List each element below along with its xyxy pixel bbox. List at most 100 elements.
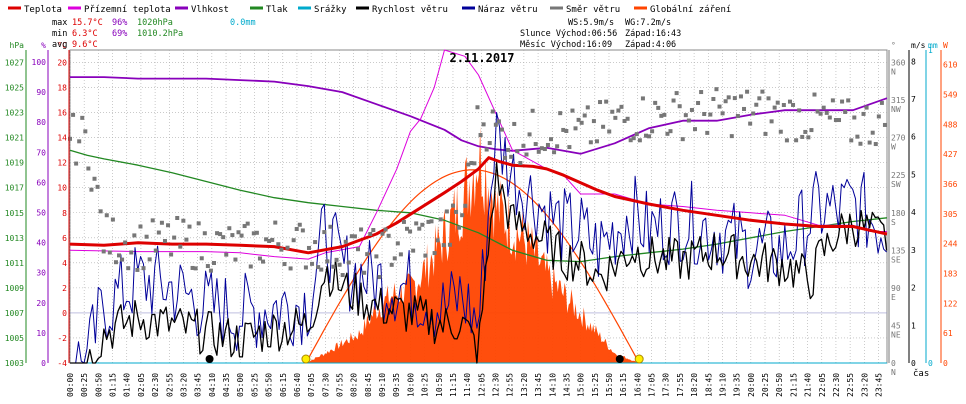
wind-direction-point — [190, 265, 195, 270]
stats-min-hum: 69% — [112, 29, 127, 39]
wind-direction-point — [227, 226, 232, 231]
wind-direction-point — [637, 138, 642, 143]
wind-direction-point — [576, 117, 581, 122]
wind-direction-point — [558, 111, 563, 116]
x-tick-label: 09:35 — [392, 373, 401, 397]
wind-direction-point — [542, 147, 547, 152]
x-tick-label: 03:45 — [194, 373, 203, 397]
wind-direction-point — [68, 136, 72, 141]
wind-direction-point — [849, 138, 854, 143]
wind-direction-point — [310, 261, 315, 266]
wind-direction-point — [306, 245, 311, 250]
dir-compass-label: N — [891, 68, 896, 77]
wind-direction-point — [490, 109, 495, 114]
wind-direction-point — [175, 215, 180, 220]
wind-direction-point — [187, 224, 192, 229]
series-layer — [68, 49, 888, 364]
wind-direction-point — [515, 149, 520, 154]
wind-direction-point — [512, 121, 517, 126]
temp-tick-label: 14 — [57, 134, 67, 143]
dir-compass-label: SW — [891, 180, 901, 189]
legend-label: Směr větru — [566, 5, 620, 15]
wind-direction-point — [585, 105, 590, 110]
pct-tick-label: 70 — [36, 148, 46, 157]
wind-direction-point — [524, 152, 529, 157]
wind-direction-point — [784, 138, 789, 143]
wind-direction-point — [846, 98, 851, 103]
wind-direction-point — [751, 111, 756, 116]
x-tick-label: 01:40 — [123, 373, 132, 397]
x-tick-label: 22:30 — [832, 373, 841, 397]
wind-direction-point — [472, 161, 477, 166]
x-tick-label: 14:35 — [562, 373, 571, 397]
info-moonrise: Měsíc Východ:16:09 — [520, 40, 612, 50]
hpa-tick-label: 1003 — [5, 359, 24, 368]
wind-direction-point — [693, 127, 698, 132]
wind-direction-point — [781, 103, 786, 108]
wind-direction-point — [812, 92, 817, 97]
wind-direction-point — [726, 95, 731, 100]
ground-temp-line — [69, 49, 887, 260]
wind-direction-point — [352, 234, 357, 239]
wind-direction-point — [86, 166, 91, 171]
wind-tick-label: 1 — [911, 321, 916, 330]
wind-direction-point — [162, 239, 167, 244]
wind-direction-point — [123, 240, 128, 245]
wind-direction-point — [873, 142, 878, 147]
info-wind-gust: WG:7.2m/s — [625, 18, 671, 28]
legend-label: Rychlost větru — [372, 5, 448, 15]
wind-direction-point — [319, 267, 324, 272]
wind-direction-point — [450, 203, 455, 208]
stats-avg-temp: 9.6°C — [72, 40, 98, 50]
x-tick-label: 12:30 — [492, 373, 501, 397]
x-tick-label: 20:25 — [761, 373, 770, 397]
pct-tick-label: 20 — [36, 299, 46, 308]
wind-direction-point — [135, 267, 140, 272]
wind-direction-point — [711, 96, 716, 101]
wind-direction-point — [555, 144, 560, 149]
x-tick-label: 05:50 — [265, 373, 274, 397]
stats-max-press: 1020hPa — [137, 18, 173, 28]
wind-direction-point — [689, 107, 694, 112]
wind-direction-point — [506, 147, 511, 152]
rad-unit-label: W — [943, 41, 948, 50]
wind-direction-point — [634, 132, 639, 137]
wind-direction-point — [435, 238, 440, 243]
wind-direction-point — [487, 141, 492, 146]
wind-direction-point — [643, 133, 648, 138]
wind-unit-label: m/s — [911, 41, 926, 50]
hpa-tick-label: 1013 — [5, 234, 24, 243]
pct-tick-label: 90 — [36, 88, 46, 97]
wind-direction-point — [840, 99, 845, 104]
wind-direction-point — [261, 259, 266, 264]
wind-direction-point — [668, 129, 673, 134]
wind-direction-point — [665, 131, 670, 136]
wind-direction-point — [426, 219, 431, 224]
wind-direction-point — [536, 149, 541, 154]
x-tick-label: 09:10 — [378, 373, 387, 397]
wind-direction-point — [742, 106, 747, 111]
pct-tick-label: 60 — [36, 178, 46, 187]
wind-direction-point — [545, 142, 550, 147]
x-tick-label: 10:25 — [421, 373, 430, 397]
wind-direction-point — [509, 154, 514, 159]
wind-direction-point — [441, 243, 446, 248]
wind-direction-point — [594, 139, 599, 144]
wind-direction-point — [343, 239, 348, 244]
hpa-tick-label: 1027 — [5, 59, 24, 68]
stats-min-press: 1010.2hPa — [137, 29, 183, 39]
wind-direction-point — [141, 266, 146, 271]
wind-direction-point — [827, 115, 832, 120]
rad-tick-label: 305 — [943, 210, 958, 219]
pct-tick-label: 30 — [36, 269, 46, 278]
wind-direction-point — [763, 131, 768, 136]
stats-avg-label: avg — [52, 40, 67, 50]
x-tick-label: 21:15 — [789, 373, 798, 397]
wind-direction-point — [150, 218, 155, 223]
wind-tick-label: 6 — [911, 133, 916, 142]
wind-direction-point — [153, 248, 158, 253]
wind-direction-point — [800, 134, 805, 139]
wind-direction-point — [818, 111, 823, 116]
wind-direction-point — [463, 203, 468, 208]
wind-direction-point — [251, 231, 256, 236]
